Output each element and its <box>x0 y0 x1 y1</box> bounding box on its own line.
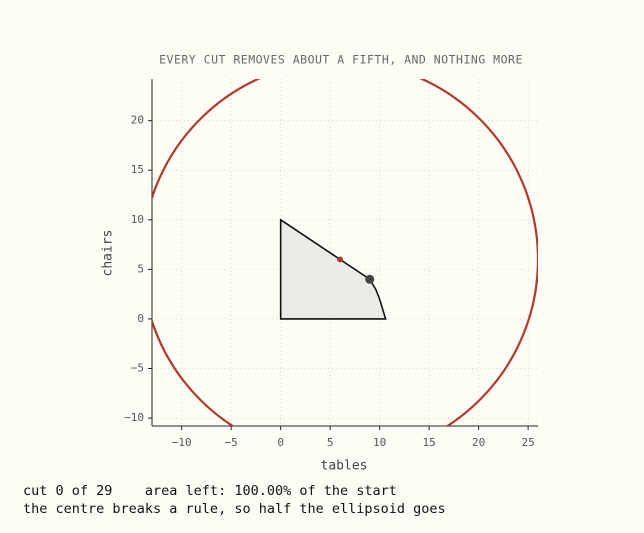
y-tick-label: 10 <box>131 213 144 226</box>
x-tick-label: −10 <box>172 436 192 449</box>
y-tick-label: −5 <box>131 361 144 374</box>
y-tick-label: 5 <box>137 262 144 275</box>
y-tick-label: 15 <box>131 163 144 176</box>
y-tick-label: 20 <box>131 114 144 127</box>
x-tick-label: 10 <box>373 436 386 449</box>
status-line: cut 0 of 29 area left: 100.00% of the st… <box>23 483 397 499</box>
x-tick-label: 5 <box>327 436 334 449</box>
y-tick-label: 0 <box>137 312 144 325</box>
point <box>365 274 375 284</box>
y-axis-label: chairs <box>101 230 116 277</box>
chart-title: EVERY CUT REMOVES ABOUT A FIFTH, AND NOT… <box>159 53 523 67</box>
point <box>337 256 344 263</box>
y-tick-label: −10 <box>124 411 144 424</box>
ellipsoid <box>152 79 538 426</box>
x-tick-label: 15 <box>423 436 436 449</box>
x-axis-label: tables <box>321 459 368 474</box>
x-tick-label: 25 <box>521 436 534 449</box>
x-tick-label: −5 <box>225 436 238 449</box>
feasible-region <box>279 218 387 320</box>
x-tick-label: 20 <box>472 436 485 449</box>
plot-area <box>152 79 538 426</box>
x-tick-label: 0 <box>277 436 284 449</box>
status-line: the centre breaks a rule, so half the el… <box>23 501 446 517</box>
